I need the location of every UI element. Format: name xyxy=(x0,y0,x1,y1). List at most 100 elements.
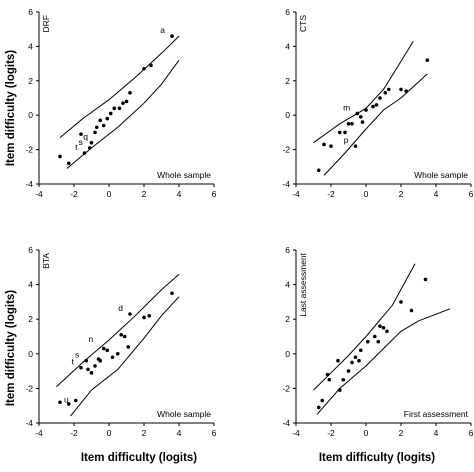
data-point xyxy=(316,168,321,173)
data-point xyxy=(386,87,391,92)
point-annotation: a xyxy=(160,25,165,35)
data-point xyxy=(101,346,106,351)
x-tick-label: 4 xyxy=(177,189,182,199)
data-point xyxy=(350,122,354,126)
control-upper-line xyxy=(56,273,180,388)
y-tick-label: 4 xyxy=(285,280,290,290)
y-tick-label: -4 xyxy=(25,179,33,189)
control-lower-line xyxy=(66,59,180,169)
data-point xyxy=(147,313,152,318)
data-point xyxy=(320,398,325,403)
data-point xyxy=(66,161,71,166)
data-point xyxy=(121,101,125,105)
data-point xyxy=(383,91,388,95)
data-point xyxy=(385,329,389,334)
y-tick-label: 0 xyxy=(285,349,290,359)
y-tick-label: 6 xyxy=(28,245,33,255)
data-point xyxy=(358,115,363,119)
data-point xyxy=(124,99,129,104)
data-point xyxy=(87,146,92,150)
y-tick-label: 6 xyxy=(285,7,290,17)
data-point xyxy=(105,116,110,121)
y-tick-label: 4 xyxy=(28,280,33,290)
x-tick-label: 4 xyxy=(434,428,439,438)
corner-label: Whole sample xyxy=(157,170,211,180)
x-tick-label: 2 xyxy=(142,428,147,438)
point-annotation: t xyxy=(72,357,75,367)
control-upper-line xyxy=(313,263,416,391)
data-point xyxy=(423,277,428,282)
data-point xyxy=(355,111,360,116)
data-point xyxy=(353,355,358,360)
data-point xyxy=(79,132,83,136)
data-point xyxy=(105,348,110,353)
x-tick-label: 6 xyxy=(469,428,474,438)
data-point xyxy=(329,144,333,148)
y-tick-label: 2 xyxy=(28,76,33,86)
x-tick-label: 0 xyxy=(364,428,369,438)
y-tick-label: -2 xyxy=(25,145,33,155)
y-tick-label: -4 xyxy=(282,418,290,428)
point-annotation: n xyxy=(89,334,94,344)
point-annotation: d xyxy=(118,303,123,313)
point-annotation: s xyxy=(75,350,79,360)
data-point xyxy=(112,106,117,111)
x-tick-label: -4 xyxy=(292,428,300,438)
data-point xyxy=(357,358,361,363)
y-tick-label: -4 xyxy=(282,179,290,189)
y-tick-label: -2 xyxy=(282,383,290,393)
data-point xyxy=(341,377,346,382)
x-tick-label: -4 xyxy=(35,189,43,199)
data-point xyxy=(378,96,382,100)
data-point xyxy=(358,348,363,353)
x-tick-label: 2 xyxy=(142,189,147,199)
data-point xyxy=(117,106,122,111)
data-point xyxy=(325,372,330,377)
data-point xyxy=(89,371,94,375)
data-point xyxy=(128,312,132,316)
x-tick-label: -2 xyxy=(70,428,78,438)
y-tick-label: 4 xyxy=(28,41,33,51)
y-tick-label: 6 xyxy=(28,7,33,17)
y-tick-label: 4 xyxy=(285,41,290,51)
point-annotation: p xyxy=(344,135,349,145)
data-point xyxy=(425,58,430,62)
point-annotation: m xyxy=(343,102,350,112)
x-tick-label: 0 xyxy=(107,189,112,199)
data-point xyxy=(128,91,132,95)
data-point xyxy=(82,151,87,155)
data-point xyxy=(122,334,127,339)
data-point xyxy=(337,130,342,135)
data-point xyxy=(142,66,146,71)
y-tick-label: 2 xyxy=(285,76,290,86)
x-tick-label: -2 xyxy=(70,189,78,199)
data-point xyxy=(170,291,174,296)
data-point xyxy=(98,358,103,363)
corner-label: Whole sample xyxy=(157,409,211,419)
y-tick-label: 0 xyxy=(28,110,33,120)
data-point xyxy=(93,364,97,368)
corner-label: First assessment xyxy=(404,409,469,419)
data-point xyxy=(374,103,379,107)
data-point xyxy=(170,34,174,38)
point-annotation: u xyxy=(64,395,69,405)
data-point xyxy=(89,140,94,145)
data-point xyxy=(409,308,414,313)
data-point xyxy=(346,369,351,373)
point-annotation: s xyxy=(79,137,83,147)
data-point xyxy=(350,360,354,365)
data-point xyxy=(58,400,62,405)
y-tick-label: 0 xyxy=(285,110,290,120)
y-tick-label: 2 xyxy=(28,314,33,324)
y-tick-label: 6 xyxy=(285,245,290,255)
data-point xyxy=(316,405,321,410)
x-tick-label: 4 xyxy=(434,189,439,199)
panel-label: Last assessment xyxy=(298,252,308,316)
data-point xyxy=(327,377,332,382)
data-point xyxy=(101,123,106,128)
data-point xyxy=(84,358,89,363)
x-tick-label: -2 xyxy=(327,189,335,199)
y-tick-label: -4 xyxy=(25,418,33,428)
data-point xyxy=(94,125,99,130)
x-tick-label: 0 xyxy=(364,189,369,199)
